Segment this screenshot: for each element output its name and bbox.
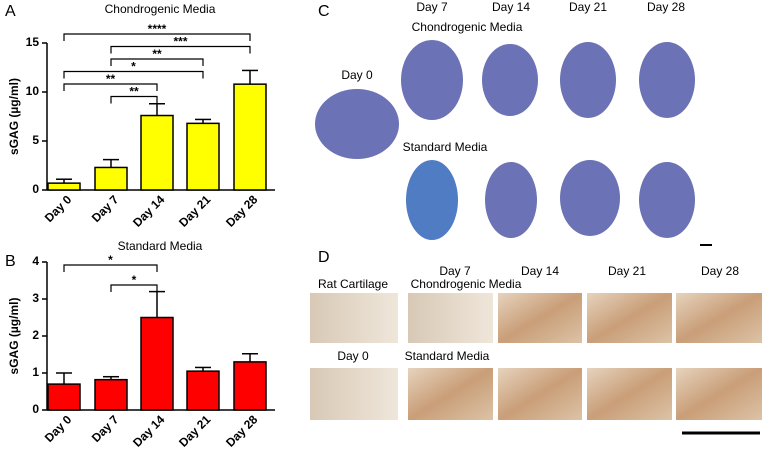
significance-bracket <box>110 45 251 54</box>
bar <box>233 83 267 191</box>
histology <box>498 368 582 420</box>
y-tick-label: 2 <box>32 328 39 342</box>
tissue <box>482 44 538 116</box>
tissue-images <box>315 40 695 240</box>
significance-bracket <box>110 284 158 292</box>
chart-title: Chondrogenic Media <box>105 2 216 16</box>
bar <box>140 114 174 191</box>
row-label: Chondrogenic Media <box>411 277 522 291</box>
histology <box>310 368 398 420</box>
bar <box>140 316 174 411</box>
tissue <box>639 162 695 238</box>
significance-label: * <box>132 273 137 287</box>
significance-label: **** <box>148 22 167 36</box>
significance-bracket <box>63 83 158 91</box>
column-label: Day 28 <box>647 0 685 14</box>
x-tick-label: Day 0 <box>42 192 75 225</box>
panel-label: B <box>5 253 16 270</box>
chart-title: Standard Media <box>118 239 203 253</box>
tissue <box>560 160 620 236</box>
x-tick-label: Day 21 <box>176 412 213 449</box>
significance-label: * <box>108 253 113 267</box>
histology <box>587 368 672 420</box>
x-tick-label: Day 28 <box>223 412 260 449</box>
bar <box>233 361 267 411</box>
x-tick-label: Day 28 <box>223 192 260 229</box>
y-tick-label: 1 <box>32 365 39 379</box>
significance-bracket <box>110 58 204 66</box>
tissue <box>401 40 463 120</box>
bar <box>186 122 220 191</box>
baseline-label: Day 0 <box>341 68 373 82</box>
bar <box>47 383 81 411</box>
bar <box>94 166 128 191</box>
significance-bracket <box>63 33 251 41</box>
column-label: Day 21 <box>608 264 646 278</box>
row-label: Standard Media <box>403 140 488 154</box>
y-tick-label: 15 <box>26 35 40 49</box>
tissue <box>639 42 695 118</box>
bar <box>94 378 128 411</box>
y-tick-label: 0 <box>32 182 39 196</box>
tissue <box>560 42 616 118</box>
significance-bracket <box>63 70 204 79</box>
bar <box>47 182 81 191</box>
significance-label: ** <box>152 47 162 61</box>
significance-bracket <box>110 95 158 104</box>
tissue <box>485 162 537 238</box>
significance-label: * <box>131 60 136 74</box>
tissue <box>406 160 458 240</box>
y-tick-label: 0 <box>32 402 39 416</box>
histology <box>408 368 493 420</box>
significance-label: ** <box>129 85 139 99</box>
histology <box>587 293 672 343</box>
significance-label: *** <box>173 35 187 49</box>
column-label: Day 7 <box>416 0 448 14</box>
row-label: Standard Media <box>405 349 490 363</box>
y-tick-label: 5 <box>32 133 39 147</box>
panel-label: D <box>318 249 330 266</box>
column-label: Day 14 <box>492 0 530 14</box>
tissue <box>315 89 399 159</box>
significance-label: ** <box>106 72 116 86</box>
column-label: Day 28 <box>701 264 739 278</box>
histology <box>498 293 582 343</box>
x-tick-label: Day 21 <box>176 192 213 229</box>
y-tick-label: 3 <box>32 291 39 305</box>
x-tick-label: Day 7 <box>89 192 122 225</box>
x-tick-label: Day 14 <box>130 192 167 229</box>
column-label: Day 7 <box>439 264 471 278</box>
histology <box>676 368 762 420</box>
bar <box>186 370 220 411</box>
column-label: Day 21 <box>569 0 607 14</box>
reference-label: Rat Cartilage <box>318 277 388 291</box>
y-tick-label: 4 <box>32 254 39 268</box>
panel-label: C <box>318 3 330 20</box>
baseline-label: Day 0 <box>337 349 369 363</box>
histology <box>408 293 493 343</box>
x-tick-label: Day 7 <box>89 412 122 445</box>
histology <box>676 293 762 343</box>
row-label: Chondrogenic Media <box>412 20 523 34</box>
x-tick-label: Day 0 <box>42 412 75 445</box>
y-axis-label: sGAG (µg/ml) <box>7 78 21 155</box>
panel-label: A <box>5 3 16 20</box>
panel-d: D Day 7 Day 14 Day 21 Day 28 Rat Cartila… <box>310 249 762 435</box>
x-tick-label: Day 14 <box>130 412 167 449</box>
significance-bracket <box>63 264 158 272</box>
y-axis-label: sGAG (µg/ml) <box>7 298 21 375</box>
histology-images <box>310 293 762 420</box>
panel-c: C Day 7 Day 14 Day 21 Day 28 Chondrogeni… <box>315 0 712 246</box>
y-tick-label: 10 <box>26 84 40 98</box>
column-label: Day 14 <box>521 264 559 278</box>
histology <box>310 293 398 343</box>
